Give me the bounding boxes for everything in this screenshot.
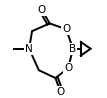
Text: N: N (25, 44, 33, 54)
Text: O: O (64, 63, 72, 73)
Text: O: O (62, 24, 70, 34)
Text: O: O (38, 5, 46, 15)
Text: B: B (69, 44, 77, 54)
Text: O: O (56, 87, 64, 97)
